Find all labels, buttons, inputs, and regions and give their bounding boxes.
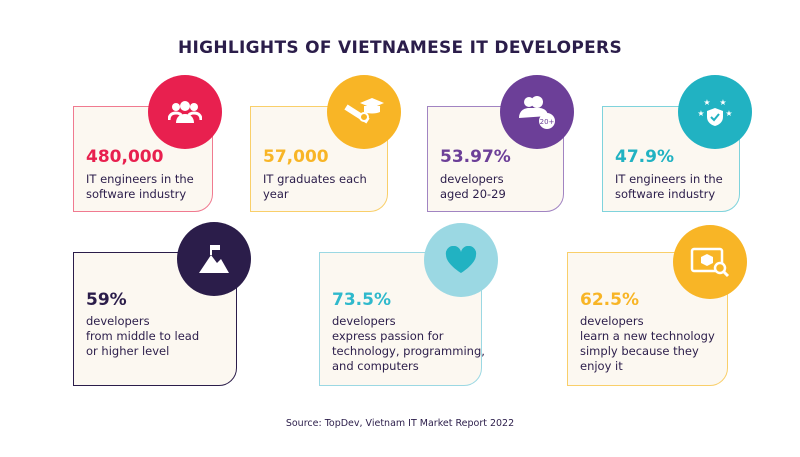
stat-description: IT engineers in the software industry bbox=[615, 172, 723, 201]
source-note: Source: TopDev, Vietnam IT Market Report… bbox=[285, 418, 515, 429]
heart-icon bbox=[424, 223, 498, 297]
stat-value: 73.5% bbox=[332, 290, 391, 310]
stat-description: IT engineers in the software industry bbox=[86, 172, 194, 201]
svg-text:★: ★ bbox=[719, 98, 726, 107]
people-group-icon bbox=[148, 75, 222, 149]
box-search-icon bbox=[673, 225, 747, 299]
stat-description: developers learn a new technology simply… bbox=[580, 314, 715, 373]
shield-stars-icon: ★ ★ ★ ★ bbox=[678, 75, 752, 149]
stat-description: developers aged 20-29 bbox=[440, 172, 506, 201]
stat-description: IT graduates each year bbox=[263, 172, 367, 201]
svg-text:★: ★ bbox=[703, 98, 710, 107]
svg-text:★: ★ bbox=[725, 109, 732, 118]
stat-value: 62.5% bbox=[580, 290, 639, 310]
age-badge: 20+ bbox=[540, 118, 555, 126]
stat-description: developers express passion for technolog… bbox=[332, 314, 485, 373]
stat-value: 57,000 bbox=[263, 147, 329, 167]
stat-value: 53.97% bbox=[440, 147, 511, 167]
page-title: HIGHLIGHTS OF VIETNAMESE IT DEVELOPERS bbox=[177, 38, 622, 58]
stat-value: 480,000 bbox=[86, 147, 164, 167]
users-age-icon: 20+ bbox=[500, 75, 574, 149]
stat-value: 47.9% bbox=[615, 147, 674, 167]
svg-text:★: ★ bbox=[697, 109, 704, 118]
mountain-flag-icon bbox=[177, 222, 251, 296]
stat-description: developers from middle to lead or higher… bbox=[86, 314, 200, 358]
graduation-diploma-icon bbox=[327, 75, 401, 149]
stat-value: 59% bbox=[86, 290, 127, 310]
